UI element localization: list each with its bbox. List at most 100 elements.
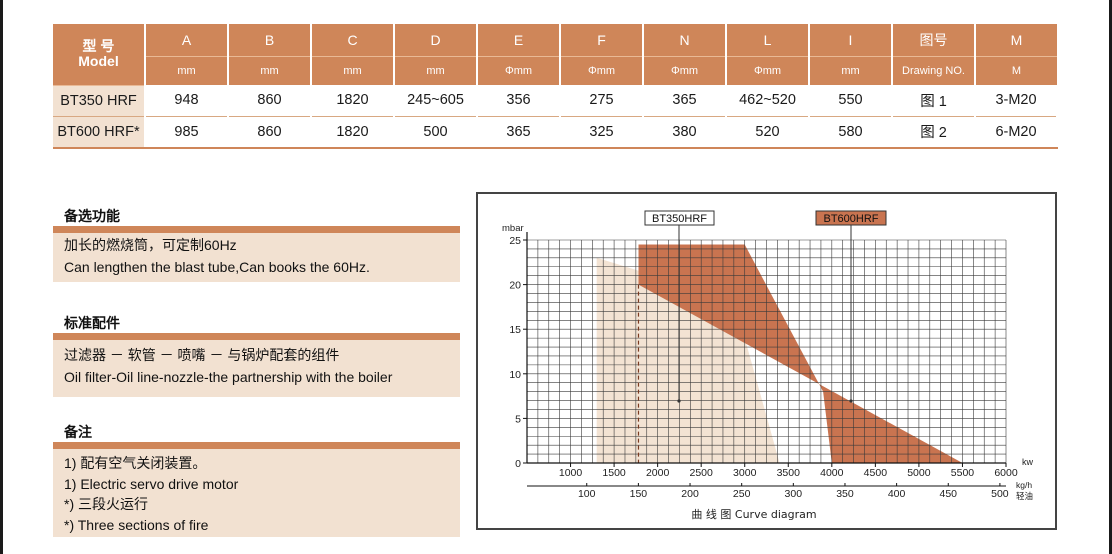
accessories-line: 过滤器 － 软管 － 喷嘴 － 与锅炉配套的组件 [64,347,340,363]
options-title: 备选功能 [64,208,120,224]
table-cell: 1820 [311,116,395,149]
x-tick-label: 6000 [994,467,1018,479]
kgh-axis-label-zh: 轻油 [1016,491,1033,502]
x-tick-label: 4500 [864,467,888,479]
bt350-pointer-dot [677,399,681,403]
col-unit: Φmm [643,56,727,85]
table-row: BT600 HRF* 985 860 1820 500 365 325 380 … [53,116,1058,149]
table-cell: 462~520 [726,85,810,117]
x-tick-label: 2000 [646,467,670,479]
kgh-tick-label: 200 [681,488,699,500]
accessories-title: 标准配件 [64,315,120,331]
table-cell: 356 [477,85,561,117]
col-unit: mm [809,56,893,85]
col-header: L [726,24,810,57]
col-header: A [145,24,229,57]
kgh-tick-label: 400 [888,488,906,500]
table-cell: 985 [145,116,229,149]
kgh-tick-label: 300 [785,488,803,500]
notes-line: *) Three sections of fire [64,516,209,533]
col-header: 图号 [892,24,976,57]
col-header: D [394,24,478,57]
x-tick-label: 1500 [602,467,626,479]
x-tick-label: 2500 [690,467,714,479]
table-cell: 380 [643,116,727,149]
col-header: B [228,24,312,57]
x-tick-label: 1000 [559,467,583,479]
y-tick-label: 10 [509,369,521,381]
table-cell: 1820 [311,85,395,117]
left-edge-bar [0,0,3,554]
col-unit: Φmm [477,56,561,85]
y-tick-label: 0 [515,458,521,470]
col-header: I [809,24,893,57]
col-header: E [477,24,561,57]
table-cell: 520 [726,116,810,149]
bt600-pointer-dot [849,399,853,403]
bt600-area [638,244,963,463]
spec-table: 型 号 Model A B C D E F N L I 图号 M mm mm m… [53,24,1058,149]
kgh-tick-label: 350 [836,488,854,500]
table-cell: 图 1 [892,85,976,117]
bt600-label: BT600HRF [823,213,878,225]
kgh-tick-label: 100 [578,488,596,500]
notes-line: *) 三段火运行 [64,496,148,512]
table-cell: 245~605 [394,85,478,117]
curve-chart-frame [476,192,1057,530]
table-cell: 图 2 [892,116,976,149]
options-section: 备选功能 加长的燃烧筒，可定制60Hz Can lengthen the bla… [53,206,460,282]
col-unit: M [975,56,1057,85]
table-cell: 500 [394,116,478,149]
model-cell: BT600 HRF* [53,116,146,149]
notes-line: 1) Electric servo drive motor [64,475,239,492]
options-line: Can lengthen the blast tube,Can books th… [64,259,370,275]
model-header-en: Model [78,53,119,70]
x-tick-label: 5000 [907,467,931,479]
kgh-tick-label: 450 [939,488,957,500]
x-tick-label: 3000 [733,467,757,479]
table-unit-row: mm mm mm mm Φmm Φmm Φmm Φmm mm Drawing N… [53,56,1057,85]
y-tick-label: 20 [509,280,521,292]
col-unit: mm [228,56,312,85]
x-axis-label: kw [1022,457,1034,467]
options-line: 加长的燃烧筒，可定制60Hz [64,237,237,253]
table-cell: 860 [228,116,312,149]
y-tick-label: 5 [515,413,521,425]
accessories-body: 过滤器 － 软管 － 喷嘴 － 与锅炉配套的组件 Oil filter-Oil … [53,340,460,397]
kgh-tick-label: 500 [991,488,1009,500]
table-cell: 948 [145,85,229,117]
notes-body: 1) 配有空气关闭装置。 1) Electric servo drive mot… [53,449,460,537]
col-unit: mm [394,56,478,85]
notes-title: 备注 [64,424,92,440]
col-unit: mm [311,56,395,85]
col-header: N [643,24,727,57]
x-tick-label: 4000 [820,467,844,479]
table-cell: 580 [809,116,893,149]
col-header: C [311,24,395,57]
chart-grid [526,239,1007,464]
notes-line: 1) 配有空气关闭装置。 [64,455,207,471]
bt350-label: BT350HRF [652,213,707,225]
col-header: F [560,24,644,57]
x-tick-label: 3500 [777,467,801,479]
table-cell: 3-M20 [975,85,1058,117]
kgh-axis-label: kg/h [1016,480,1032,490]
table-cell: 365 [643,85,727,117]
section-rule [53,333,460,340]
table-header-row: 型 号 Model A B C D E F N L I 图号 M [53,24,1057,86]
col-unit: Φmm [726,56,810,85]
col-unit: Φmm [560,56,644,85]
kgh-tick-label: 150 [630,488,648,500]
accessories-section: 标准配件 过滤器 － 软管 － 喷嘴 － 与锅炉配套的组件 Oil filter… [53,313,460,397]
table-cell: 325 [560,116,644,149]
y-tick-label: 25 [509,235,521,247]
col-header: M [975,24,1057,57]
chart-caption: 曲 线 图 Curve diagram [691,507,816,521]
section-rule [53,442,460,449]
options-body: 加长的燃烧筒，可定制60Hz Can lengthen the blast tu… [53,233,460,282]
table-cell: 860 [228,85,312,117]
y-tick-label: 15 [509,324,521,336]
table-cell: 550 [809,85,893,117]
notes-section: 备注 1) 配有空气关闭装置。 1) Electric servo drive … [53,422,460,537]
